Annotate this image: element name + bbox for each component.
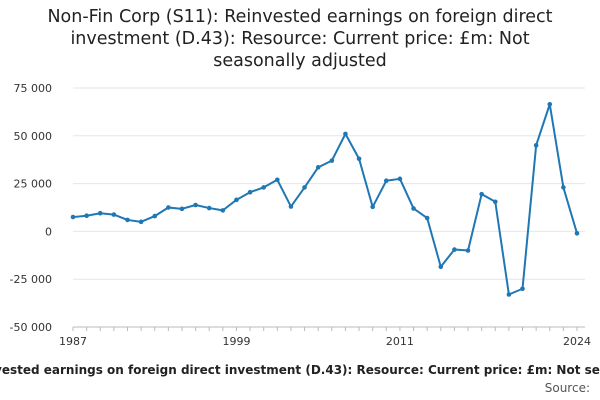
data-point [452, 247, 457, 252]
series-group [70, 101, 580, 297]
y-tick-label: -25 000 [10, 273, 52, 286]
data-point [520, 286, 525, 292]
data-point [383, 178, 389, 184]
data-point [84, 213, 89, 219]
x-tick-label: 2024 [563, 335, 591, 348]
data-point [179, 206, 185, 212]
y-tick-label: 75 000 [14, 82, 53, 95]
data-point [302, 185, 307, 190]
data-point [370, 204, 375, 210]
data-point [206, 205, 212, 211]
x-tick-label: 2011 [386, 335, 414, 348]
data-point [138, 219, 144, 225]
data-point [574, 231, 580, 236]
data-point [97, 210, 103, 216]
data-point [533, 143, 539, 148]
data-point [465, 248, 471, 253]
y-tick-label: 50 000 [14, 130, 53, 143]
data-point [220, 208, 226, 213]
data-point [506, 292, 512, 297]
y-tick-label: 25 000 [14, 178, 53, 191]
chart-title-line-3: seasonally adjusted [213, 51, 387, 71]
data-point [561, 185, 566, 190]
data-point [547, 101, 553, 107]
y-tick-label: -50 000 [10, 321, 52, 334]
data-point [411, 206, 416, 211]
data-point [70, 214, 76, 220]
x-tick-label: 1999 [222, 335, 250, 348]
chart-title: Non-Fin Corp (S11): Reinvested earnings … [0, 6, 600, 72]
data-point [438, 264, 444, 270]
data-point [329, 158, 335, 163]
data-point [492, 199, 498, 205]
source-label: Source: [544, 381, 590, 395]
data-point [125, 217, 130, 223]
data-point [356, 156, 362, 162]
data-point [234, 197, 239, 203]
data-point [479, 191, 484, 197]
series-line [72, 103, 578, 296]
data-point [315, 165, 321, 170]
data-point [343, 131, 348, 137]
x-tick-label: 1987 [59, 335, 87, 348]
legend: Reinvested earnings on foreign direct in… [0, 363, 600, 377]
data-point [111, 212, 117, 217]
data-point [261, 185, 267, 190]
data-point [288, 204, 294, 209]
legend-label: Reinvested earnings on foreign direct in… [0, 363, 600, 377]
data-point [397, 176, 403, 182]
y-tick-label: 0 [45, 225, 52, 238]
axes: 75 000 50 000 25 000 0 -25 000 -50 000 1987 199… [10, 82, 591, 348]
chart-title-line-2: investment (D.43): Resource: Current pri… [70, 29, 530, 49]
data-point [166, 205, 171, 210]
chart-title-line-1: Non-Fin Corp (S11): Reinvested earnings … [47, 7, 553, 27]
data-point [424, 215, 430, 221]
data-point [247, 189, 253, 195]
data-point [275, 177, 280, 183]
data-point [152, 213, 158, 219]
data-point [193, 202, 198, 208]
